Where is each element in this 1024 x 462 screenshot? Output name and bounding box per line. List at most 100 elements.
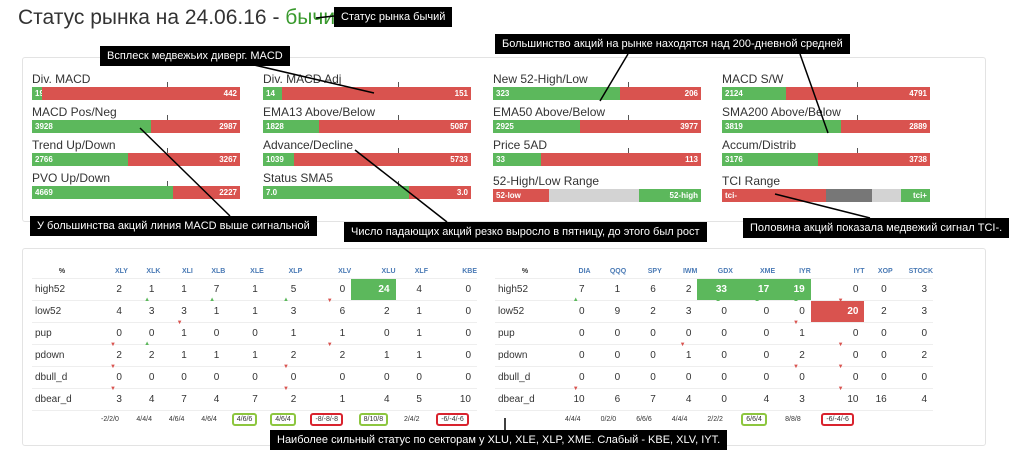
column-header: DIA	[578, 267, 591, 275]
table-cell: 0	[427, 344, 477, 367]
indicator-label: MACD Pos/Neg	[32, 105, 117, 119]
sector-table-2: % DIA QQQ SPY IWM GDX XME IYR IYT XOP STOCK high52 7…	[495, 264, 933, 427]
table-cell: 0	[590, 344, 627, 367]
indicator: SMA200 Above/Below 3819 2889	[722, 105, 930, 133]
summary-cell: 4/6/4	[192, 410, 226, 427]
table-row: pup 0 0 0 0 0 0 1 ▼ 0 0 0	[495, 320, 933, 345]
table-cell: 6 ▼	[302, 298, 352, 323]
table-cell: 0	[775, 300, 811, 323]
indicator-left-value: 7.0	[263, 186, 409, 199]
table-row: dbull_d 0 ▼ 0 0 0 0 0 ▼ 0 0 0 0	[32, 364, 477, 389]
summary-cell: 4/6/4	[160, 410, 193, 427]
summary-cell: 8/8/8	[775, 410, 811, 427]
table-cell: 3	[160, 300, 193, 323]
summary-cell: 0/2/0	[590, 410, 627, 427]
table-cell: 3	[263, 300, 303, 323]
table-cell: 0	[351, 366, 396, 389]
row-label: dbull_d	[32, 366, 92, 389]
table-cell: 4	[395, 278, 428, 301]
table-cell: 7	[225, 388, 264, 411]
table-cell: 2	[661, 278, 698, 301]
indicator-left-value: 3819	[722, 120, 841, 133]
summary-cell: -2/2/0	[92, 410, 128, 427]
row-label: pdown	[495, 344, 555, 367]
table-cell: 17 ▲	[732, 278, 776, 303]
table-cell: 0	[697, 344, 733, 367]
table-cell: 0	[302, 278, 352, 301]
column-header: XLB	[211, 267, 226, 275]
table-cell: 3	[892, 278, 933, 301]
column-header: IYR	[799, 267, 811, 275]
indicator-right-value: 5733	[294, 153, 471, 166]
indicator-bar: 323 206	[493, 82, 701, 100]
indicator-right-value: 3738	[817, 153, 930, 166]
table-cell: 1	[395, 344, 428, 367]
column-header: XOP	[877, 267, 893, 275]
column-header: XLI	[181, 267, 193, 275]
table-cell: 0	[732, 366, 776, 389]
table-cell: 1	[263, 322, 303, 345]
indicator-left-value: 19	[32, 87, 43, 100]
column-header: GDX	[717, 267, 733, 275]
indicator-right-value: 5087	[319, 120, 471, 133]
annotation-falling-stocks: Число падающих акций резко выросло в пят…	[344, 222, 707, 242]
column-header: XLF	[414, 267, 428, 275]
indicator-right-value: 113	[540, 153, 701, 166]
table-cell: 4	[661, 388, 698, 411]
indicator-bar: 3819 2889	[722, 115, 930, 133]
table-cell: 1	[225, 344, 264, 367]
indicator-left-value: 3928	[32, 120, 151, 133]
table-cell: 1	[351, 344, 396, 367]
row-label: low52	[495, 300, 555, 323]
column-header: XME	[759, 267, 776, 275]
column-header: %	[521, 267, 529, 275]
table-cell: 33 ▲	[697, 278, 733, 303]
table-cell: 2 ▼	[263, 386, 303, 411]
column-header: KBE	[462, 267, 477, 275]
table-row: high52 2 1 ▲ 1 7 ▲ 1 5 ▲ 0 24 4 0	[32, 278, 477, 303]
table-cell: 6	[590, 388, 627, 411]
column-header: XLV	[338, 267, 352, 275]
indicator: Div. MACD 19 442	[32, 72, 240, 100]
table-cell: 7	[160, 388, 193, 411]
table-cell: 0	[225, 366, 264, 389]
table-cell: 0	[555, 366, 591, 389]
summary-cell: 4/4/4	[661, 410, 698, 427]
table-cell: 0	[427, 278, 477, 301]
table-cell: 0	[395, 366, 428, 389]
indicator-right-value: 151	[281, 87, 471, 100]
table-cell: 2	[626, 300, 662, 323]
indicator-label: Div. MACD	[32, 72, 91, 86]
indicator: PVO Up/Down 4669 2227	[32, 171, 240, 199]
indicator-left-value: 1828	[263, 120, 320, 133]
table-cell: 0 ▼	[263, 364, 303, 389]
table-cell: 3	[892, 300, 933, 323]
table-cell: 3	[127, 300, 161, 323]
table-cell: 0	[697, 322, 733, 345]
indicator: EMA50 Above/Below 2925 3977	[493, 105, 701, 133]
table-cell: 0	[127, 366, 161, 389]
indicator-label: Accum/Distrib	[722, 138, 797, 152]
title-text: Статус рынка на 24.06.16 -	[18, 6, 286, 29]
range-tci: TCI Range tci- tci+	[722, 174, 930, 202]
indicator-label: EMA13 Above/Below	[263, 105, 376, 119]
table-cell: 0 ▼	[810, 342, 865, 367]
table-cell: 4	[351, 388, 396, 411]
indicator-left-value: 2766	[32, 153, 128, 166]
indicator: MACD S/W 2124 4791	[722, 72, 930, 100]
table-cell: 1	[590, 278, 627, 301]
table-cell: 0 ▼	[775, 364, 811, 389]
row-label: pdown	[32, 344, 92, 367]
table-row: low52 0 9 2 3 0 0 0 20 ▼ 2 3	[495, 298, 933, 323]
indicator-left-value: 14	[263, 87, 282, 100]
table-cell: 0	[697, 388, 733, 411]
table-cell: 0	[351, 322, 396, 345]
indicator-right-value: 3977	[580, 120, 701, 133]
indicator-bar: 3176 3738	[722, 148, 930, 166]
table-cell: 0	[192, 366, 226, 389]
indicator-left-value: 33	[493, 153, 541, 166]
table-cell: 1	[160, 278, 193, 301]
table-cell: 0	[555, 344, 591, 367]
indicator: Price 5AD 33 113	[493, 138, 701, 166]
summary-cell: 2/4/2	[395, 410, 428, 427]
